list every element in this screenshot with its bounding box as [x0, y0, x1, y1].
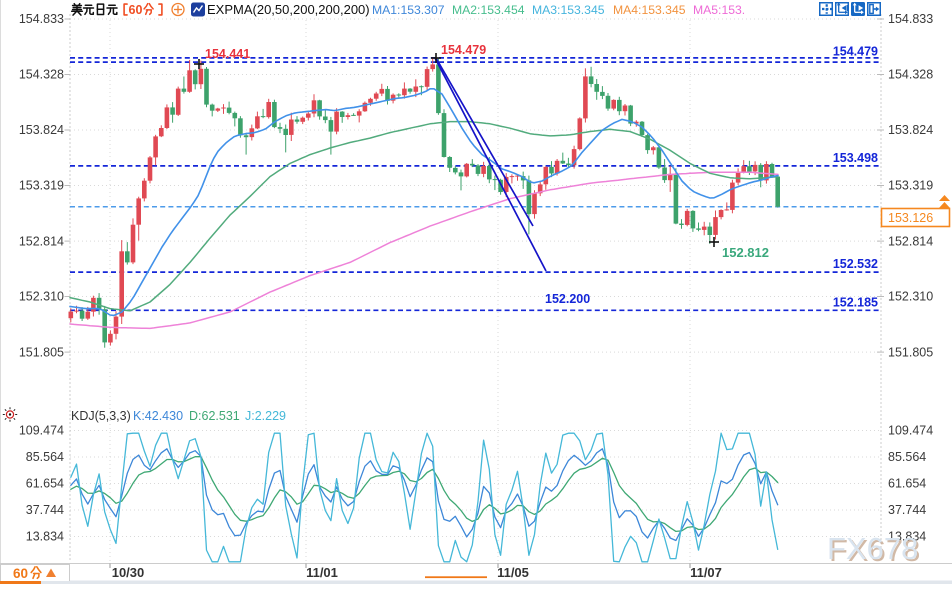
svg-text:109.474: 109.474 — [888, 424, 933, 438]
svg-text:60: 60 — [129, 3, 143, 17]
svg-text:37.744: 37.744 — [26, 503, 64, 517]
svg-text:D:62.531: D:62.531 — [189, 409, 240, 423]
svg-text:11/07: 11/07 — [690, 565, 722, 580]
svg-text:MA3:153.345: MA3:153.345 — [532, 3, 605, 17]
svg-text:152.310: 152.310 — [888, 290, 933, 304]
svg-text:154.441: 154.441 — [205, 47, 250, 61]
svg-text:37.744: 37.744 — [888, 503, 926, 517]
svg-text:61.654: 61.654 — [26, 477, 64, 491]
svg-text:10/30: 10/30 — [112, 565, 145, 580]
svg-text:154.479: 154.479 — [441, 43, 486, 57]
svg-text:FX678: FX678 — [827, 531, 918, 566]
svg-text:153.319: 153.319 — [19, 179, 64, 193]
svg-text:MA4:153.345: MA4:153.345 — [613, 3, 686, 17]
svg-text:154.328: 154.328 — [19, 68, 64, 82]
svg-text:K:42.430: K:42.430 — [133, 409, 183, 423]
svg-text:153.126: 153.126 — [888, 211, 933, 225]
svg-text:13.834: 13.834 — [888, 530, 926, 544]
svg-text:152.814: 152.814 — [19, 234, 64, 248]
svg-text:152.200: 152.200 — [545, 292, 590, 306]
svg-text:154.833: 154.833 — [888, 12, 933, 26]
svg-text:152.532: 152.532 — [833, 257, 878, 271]
svg-text:85.564: 85.564 — [888, 450, 926, 464]
svg-text:109.474: 109.474 — [19, 424, 64, 438]
svg-text:MA2:153.454: MA2:153.454 — [452, 3, 525, 17]
svg-text:151.805: 151.805 — [19, 345, 64, 359]
svg-text:60: 60 — [13, 566, 28, 581]
svg-text:152.310: 152.310 — [19, 290, 64, 304]
svg-text:11/01: 11/01 — [306, 565, 338, 580]
svg-text:61.654: 61.654 — [888, 477, 926, 491]
svg-text:152.185: 152.185 — [833, 296, 878, 310]
svg-text:MA1:153.307: MA1:153.307 — [372, 3, 445, 17]
svg-text:FX678: FX678 — [829, 533, 920, 568]
svg-text:154.479: 154.479 — [833, 45, 878, 59]
svg-text:EXPMA(20,50,200,200,200): EXPMA(20,50,200,200,200) — [207, 2, 370, 17]
svg-text:152.814: 152.814 — [888, 234, 933, 248]
svg-text:11/05: 11/05 — [497, 565, 529, 580]
svg-text:154.833: 154.833 — [19, 12, 64, 26]
svg-text:85.564: 85.564 — [26, 450, 64, 464]
svg-text:151.805: 151.805 — [888, 345, 933, 359]
svg-text:J:2.229: J:2.229 — [245, 409, 286, 423]
svg-text:153.824: 153.824 — [19, 123, 64, 137]
svg-text:153.824: 153.824 — [888, 123, 933, 137]
svg-text:153.498: 153.498 — [833, 151, 878, 165]
svg-text:13.834: 13.834 — [26, 530, 64, 544]
svg-text:152.812: 152.812 — [722, 245, 769, 260]
svg-text:153.319: 153.319 — [888, 179, 933, 193]
svg-text:KDJ(5,3,3): KDJ(5,3,3) — [71, 409, 131, 423]
svg-text:154.328: 154.328 — [888, 68, 933, 82]
svg-text:MA5:153.: MA5:153. — [693, 3, 745, 17]
